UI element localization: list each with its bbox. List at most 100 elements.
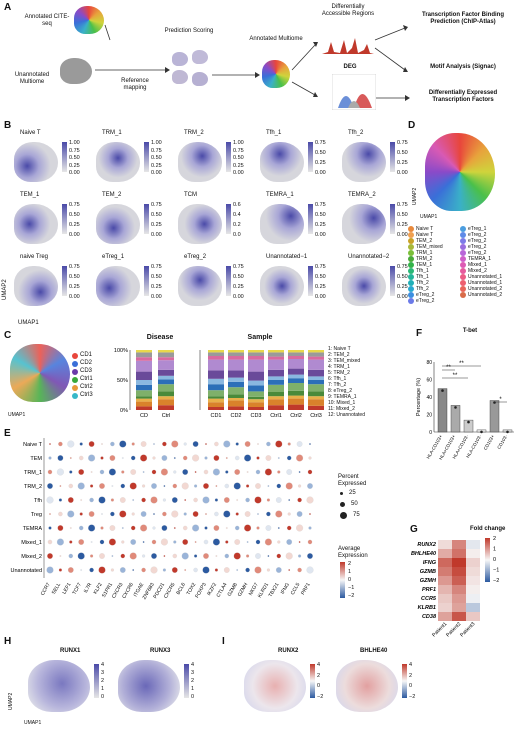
e-dot bbox=[78, 539, 85, 545]
colorbar-tick: 2 bbox=[191, 678, 195, 684]
colorbar-tick: 0.75 bbox=[151, 202, 162, 208]
legend-item: Ctrl1 bbox=[72, 376, 112, 383]
g-cell bbox=[438, 540, 452, 549]
stack-segment bbox=[136, 371, 152, 380]
e-dot bbox=[47, 469, 53, 475]
e-dot bbox=[80, 499, 83, 501]
e-dot bbox=[224, 553, 229, 559]
e-dot bbox=[235, 512, 239, 516]
featureplot-umap bbox=[96, 266, 140, 306]
g-cell bbox=[452, 558, 466, 567]
e-dot bbox=[57, 525, 64, 531]
e-dot bbox=[142, 471, 145, 473]
legend-item: Tfh_2 bbox=[408, 280, 464, 286]
e-dot bbox=[130, 539, 137, 545]
legend-label: Unannotated_1 bbox=[468, 280, 503, 286]
legend-label: Unannotated_1 bbox=[468, 274, 503, 280]
stack-segment bbox=[268, 396, 284, 400]
colorbar-tick: 0.00 bbox=[397, 294, 408, 301]
colorbar-tick: 0.50 bbox=[397, 274, 408, 281]
stack-segment bbox=[308, 391, 324, 397]
colorbar-tick: 1.00 bbox=[151, 140, 162, 146]
colorbar-tick: 0.25 bbox=[315, 284, 326, 291]
disease-title: Disease bbox=[146, 334, 174, 341]
e-dot bbox=[121, 527, 124, 529]
panel-d-umap1: UMAP1 bbox=[420, 214, 438, 220]
stack-segment bbox=[158, 399, 174, 406]
stack-segment bbox=[288, 352, 304, 356]
f-bar bbox=[489, 400, 500, 433]
colorbar-tick: 4 bbox=[101, 662, 105, 668]
g-cell bbox=[452, 603, 466, 612]
legend-label: CD2 bbox=[80, 360, 93, 366]
e-row-label: TRM_1 bbox=[24, 470, 42, 476]
e-dot bbox=[98, 566, 106, 574]
e-dot bbox=[108, 538, 116, 546]
e-dot bbox=[298, 554, 302, 558]
featureplot-title: Tfh_1 bbox=[266, 130, 282, 136]
panel-d-legend-col2: eTreg_1 eTreg_2 eTreg_2 eTreg_2 eTreg_2 TEMRA… bbox=[460, 226, 520, 298]
colorbar-tick: 0.50 bbox=[151, 155, 162, 162]
stack-segment bbox=[208, 356, 224, 360]
featureplot-umap bbox=[96, 204, 140, 244]
legend-item: CD3 bbox=[72, 368, 112, 375]
colorbar-tick: 0.0 bbox=[233, 232, 241, 239]
colorbar-tick: 1.00 bbox=[233, 140, 244, 146]
cite-umap bbox=[74, 6, 104, 34]
legend-item: Unannotated_2 bbox=[460, 292, 520, 298]
e-dot bbox=[194, 471, 197, 473]
legend-item: Naive T bbox=[408, 232, 464, 238]
e-dot bbox=[59, 555, 62, 557]
e-dot bbox=[100, 456, 104, 460]
e-dot bbox=[98, 496, 106, 504]
stack-segment bbox=[158, 360, 174, 370]
e-dot bbox=[203, 483, 209, 489]
e-dot bbox=[173, 457, 176, 459]
legend-dot bbox=[460, 244, 466, 250]
e-dot bbox=[130, 455, 136, 461]
e-dot bbox=[307, 539, 313, 545]
legend-dot bbox=[72, 368, 78, 375]
colorbar-tick: 0.25 bbox=[315, 160, 326, 167]
pred-umap-2 bbox=[192, 50, 208, 64]
stack-segment bbox=[288, 378, 304, 383]
subset-legend-item: 8: eTreg_2 bbox=[328, 388, 352, 394]
e-dot bbox=[46, 496, 54, 504]
legend-dot bbox=[460, 286, 466, 292]
stack-segment bbox=[288, 374, 304, 379]
e-dot bbox=[181, 482, 189, 490]
e-dot bbox=[286, 469, 293, 475]
featureplot-colorbar bbox=[308, 142, 313, 172]
colorbar-tick: 0.25 bbox=[233, 284, 244, 291]
e-dot bbox=[78, 469, 85, 475]
g-cell bbox=[438, 567, 452, 576]
colorbar-tick: 1 bbox=[191, 686, 195, 692]
stack-segment bbox=[158, 375, 174, 380]
e-dot bbox=[234, 539, 241, 545]
legend-label: TEM_2 bbox=[416, 238, 433, 244]
e-gene-label: KLF2 bbox=[93, 582, 104, 596]
e-dot bbox=[254, 496, 262, 504]
e-dot bbox=[99, 539, 105, 545]
e-gene-label: PRF1 bbox=[300, 582, 312, 596]
e-dot bbox=[129, 552, 137, 560]
avg-tick: 2 bbox=[348, 561, 352, 567]
featureplot-umap bbox=[260, 204, 304, 244]
e-dot bbox=[67, 497, 74, 503]
e-dot bbox=[287, 442, 291, 446]
legend-item: Tfh_1 bbox=[408, 268, 464, 274]
e-dot bbox=[277, 457, 280, 459]
legend-dot bbox=[72, 360, 78, 367]
e-dot bbox=[171, 440, 179, 448]
e-dot bbox=[142, 541, 145, 543]
panel-g-letter: G bbox=[410, 524, 418, 535]
f-point bbox=[493, 401, 496, 404]
legend-item: Naive T bbox=[408, 226, 464, 232]
colorbar-tick: 0.50 bbox=[69, 155, 80, 162]
g-row-label: CD38 bbox=[422, 614, 437, 620]
legend-label: eTreg_2 bbox=[416, 298, 435, 304]
panel-c-stacked-bars: 100% 50% 0% CD Ctrl CD1 CD2 CD3 Ctrl1 Ctrl2 Ctrl3 bbox=[114, 348, 324, 418]
g-cell bbox=[466, 603, 480, 612]
stack-segment bbox=[158, 369, 174, 376]
e-dot bbox=[161, 525, 168, 531]
